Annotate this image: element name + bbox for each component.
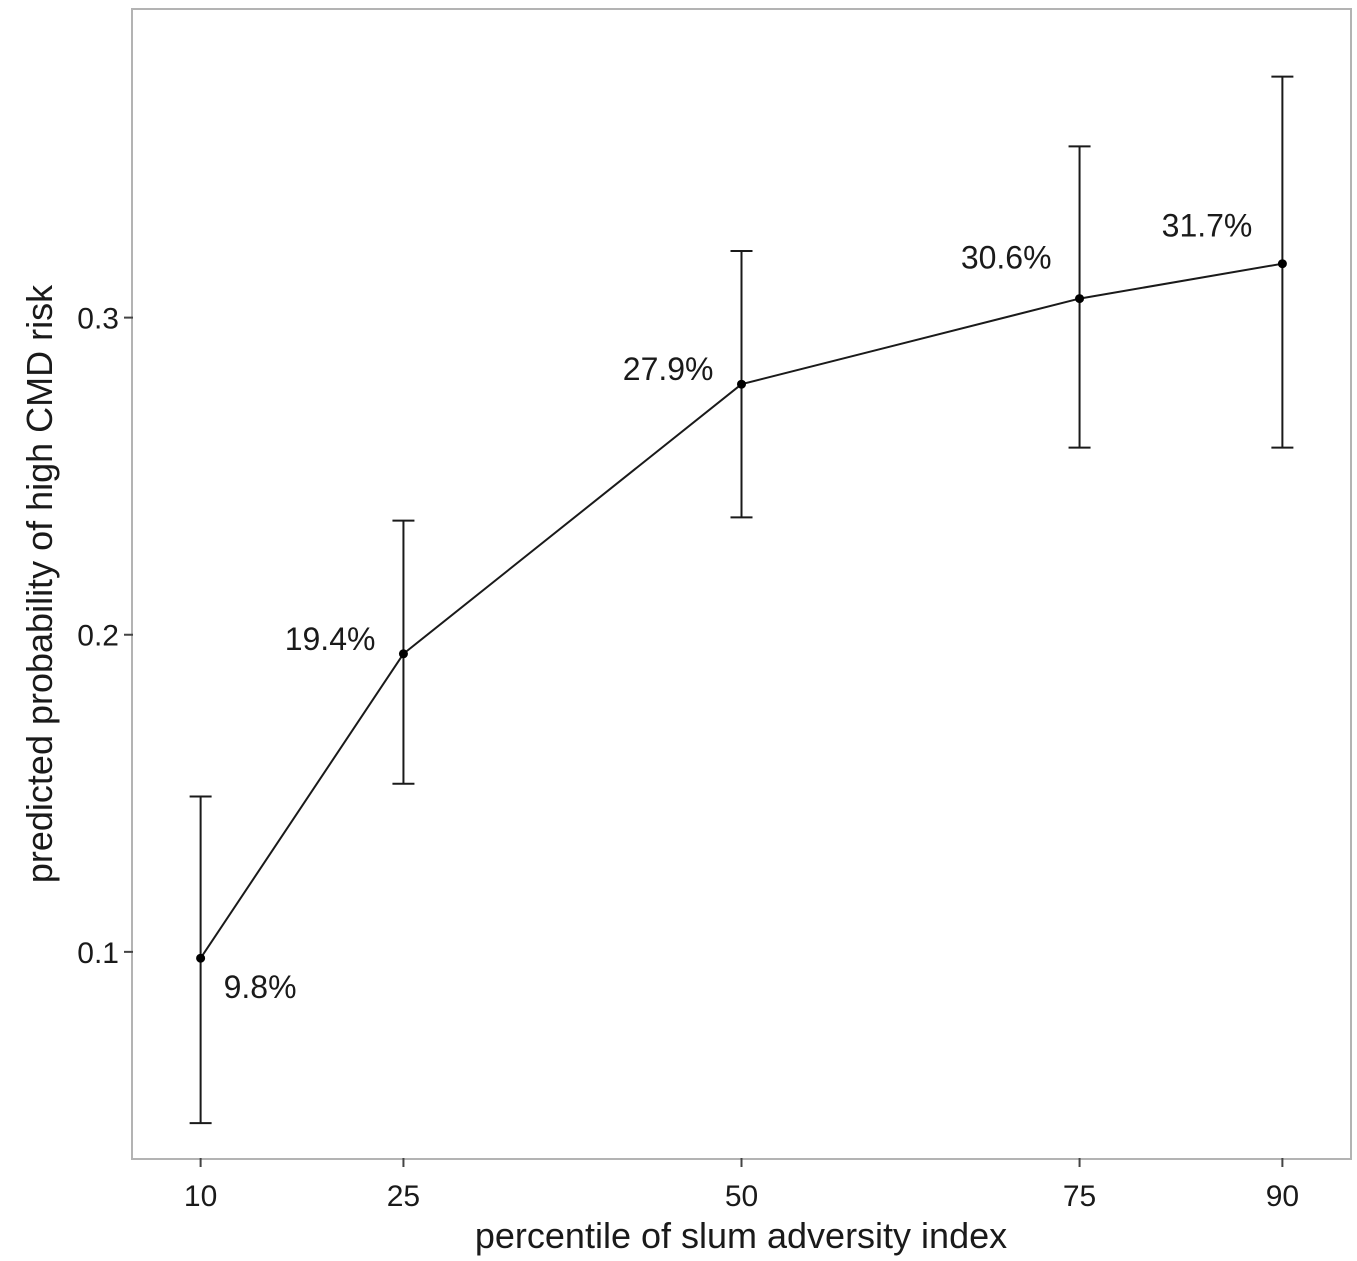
x-axis-title: percentile of slum adversity index	[475, 1215, 1007, 1256]
y-tick-label: 0.2	[77, 620, 119, 653]
data-label: 30.6%	[961, 240, 1052, 276]
data-label: 9.8%	[224, 969, 297, 1005]
error-bars	[189, 75, 1294, 1125]
data-point	[1277, 259, 1287, 269]
x-axis: 10 25 50 75 90	[184, 1158, 1299, 1213]
data-label: 31.7%	[1162, 208, 1253, 244]
x-tick-label: 50	[725, 1180, 758, 1213]
y-tick-label: 0.3	[77, 303, 119, 336]
data-label: 19.4%	[285, 621, 376, 657]
data-label: 27.9%	[623, 351, 714, 387]
plot-frame	[131, 8, 1352, 1160]
x-tick-label: 75	[1063, 1180, 1096, 1213]
x-tick-label: 25	[387, 1180, 420, 1213]
x-tick-label: 90	[1266, 1180, 1299, 1213]
data-points	[196, 259, 1287, 963]
data-point	[1075, 294, 1085, 304]
data-labels: 9.8% 19.4% 27.9% 30.6% 31.7%	[224, 208, 1253, 1006]
y-axis-title: predicted probability of high CMD risk	[19, 284, 60, 883]
data-point	[737, 379, 746, 389]
data-point	[196, 953, 206, 963]
data-point	[398, 649, 408, 659]
y-axis: 0.1 0.2 0.3	[77, 303, 133, 970]
y-tick-label: 0.1	[77, 937, 119, 970]
x-tick-label: 10	[184, 1180, 217, 1213]
